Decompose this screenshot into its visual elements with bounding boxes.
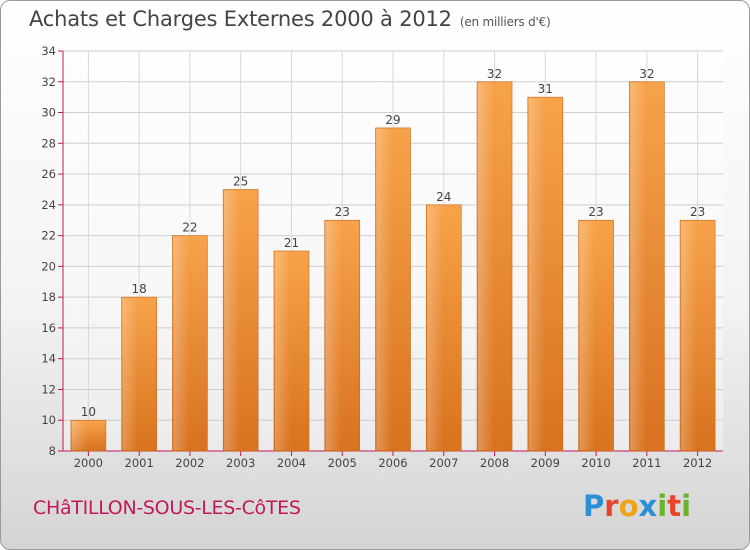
value-label-2008: 32 [487, 67, 502, 81]
bar-highlight [325, 221, 342, 450]
y-tick-label: 16 [41, 321, 56, 335]
labels: 8 10 12 14 16 18 20 22 24 26 28 30 32 34 10 2000 18 2001 2… [41, 44, 712, 470]
y-tick-label: 22 [41, 229, 56, 243]
bars [70, 81, 716, 452]
bar-highlight [224, 190, 240, 450]
y-tick-label: 14 [41, 352, 56, 366]
y-tick-label: 12 [41, 382, 56, 396]
logo-letter: x [638, 489, 658, 523]
bar-highlight [71, 421, 88, 450]
value-label-2006: 29 [385, 113, 400, 127]
x-tick-label-2003: 2003 [226, 456, 255, 470]
x-tick-label-2006: 2006 [378, 456, 407, 470]
bar-highlight [274, 252, 291, 450]
y-tick-label: 24 [41, 198, 56, 212]
logo-letter: t [667, 489, 682, 523]
value-label-2005: 23 [335, 205, 350, 219]
logo-letter: r [604, 489, 619, 523]
logo-letter: P [583, 489, 605, 523]
x-tick-label-2011: 2011 [632, 456, 661, 470]
y-tick-label: 10 [41, 413, 56, 427]
bar-highlight [376, 128, 393, 450]
x-tick-label-2001: 2001 [125, 456, 154, 470]
value-label-2009: 31 [538, 82, 553, 96]
value-label-2003: 25 [233, 174, 248, 188]
chart-title: Achats et Charges Externes 2000 à 2012 (e… [29, 7, 551, 31]
x-tick-label-2002: 2002 [175, 456, 204, 470]
y-tick-label: 32 [41, 75, 56, 89]
bar-highlight [681, 221, 697, 450]
x-tick-label-2008: 2008 [480, 456, 509, 470]
logo-letter: i [657, 489, 668, 523]
y-tick-label: 18 [41, 290, 56, 304]
value-label-2002: 22 [182, 221, 197, 235]
x-tick-label-2004: 2004 [277, 456, 306, 470]
x-tick-label-2009: 2009 [531, 456, 560, 470]
x-tick-label-2000: 2000 [74, 456, 103, 470]
logo-letter: i [681, 489, 692, 523]
x-tick-label-2007: 2007 [429, 456, 458, 470]
value-label-2012: 23 [690, 205, 705, 219]
value-label-2011: 32 [639, 67, 654, 81]
chart-title-text: Achats et Charges Externes 2000 à 2012 [29, 7, 452, 31]
value-label-2001: 18 [132, 282, 147, 296]
bar-highlight [173, 236, 190, 450]
bar-highlight [427, 205, 444, 450]
value-label-2000: 10 [81, 405, 96, 419]
y-tick-label: 30 [41, 106, 56, 120]
value-label-2007: 24 [436, 190, 451, 204]
bar-highlight [528, 98, 545, 451]
bar-highlight [122, 298, 139, 450]
x-tick-label-2012: 2012 [683, 456, 712, 470]
x-tick-label-2005: 2005 [328, 456, 357, 470]
town-name: CHâTILLON-SOUS-LES-CôTES [33, 497, 301, 519]
bar-highlight [478, 82, 494, 451]
value-label-2010: 23 [588, 205, 603, 219]
value-label-2004: 21 [284, 236, 299, 250]
y-tick-label: 20 [41, 259, 56, 273]
bar-highlight [630, 82, 647, 451]
proxiti-logo[interactable]: Proxiti [583, 489, 691, 523]
y-tick-label: 34 [41, 44, 56, 58]
bar-highlight [579, 221, 596, 450]
y-tick-label: 26 [41, 167, 56, 181]
y-tick-label: 28 [41, 136, 56, 150]
logo-letter: o [618, 489, 639, 523]
chart-subtitle: (en milliers d'€) [459, 15, 551, 29]
y-tick-label: 8 [49, 444, 56, 458]
x-tick-label-2010: 2010 [581, 456, 610, 470]
